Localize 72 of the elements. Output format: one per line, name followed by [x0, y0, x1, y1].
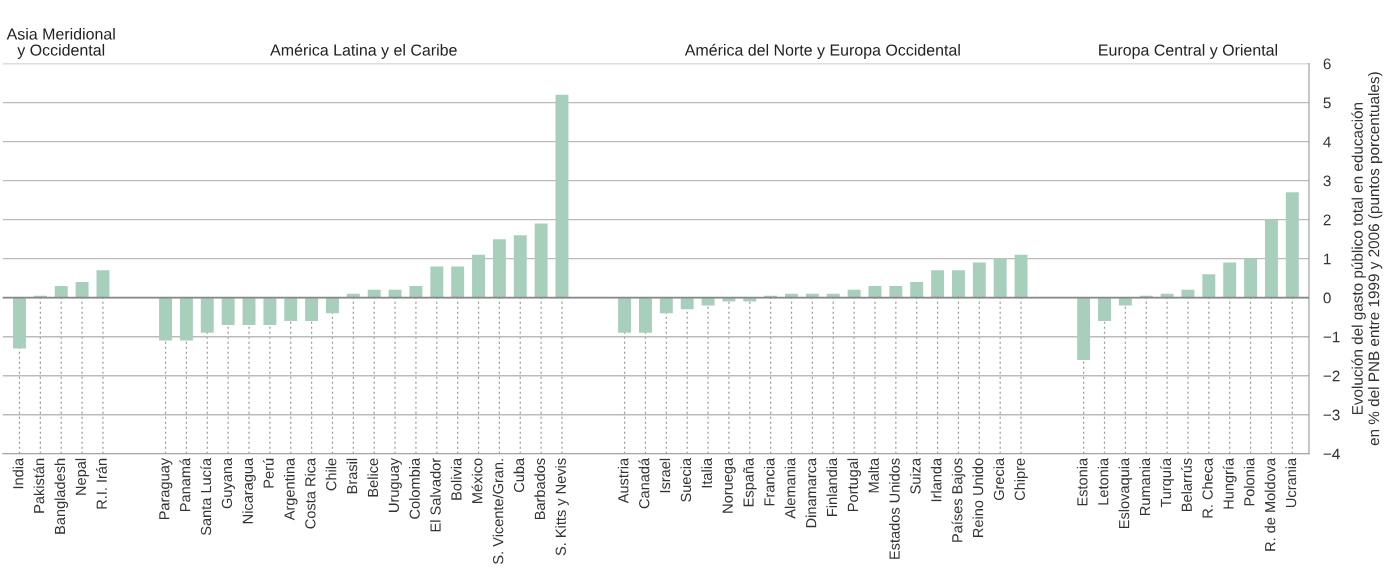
x-tick-label: Cuba	[513, 457, 525, 493]
x-tick-label: Estados Unidos	[889, 458, 900, 559]
x-tick-label: Finlandia	[826, 457, 838, 516]
y-tick-label: −3	[1323, 409, 1340, 421]
x-tick-label: Nepal	[75, 458, 89, 495]
y-tick-label: 2	[1323, 214, 1331, 226]
x-tick-label: Francia	[763, 457, 775, 506]
text: Asia Meridional y Occidental	[6, 27, 115, 59]
x-tick-label: Grecia	[993, 457, 1005, 501]
x-tick-label: Costa Rica	[304, 457, 316, 529]
x-tick-label: Nicaragua	[242, 457, 256, 524]
x-tick-label: El Salvador	[430, 458, 441, 532]
x-tick-label: Suecia	[680, 457, 692, 502]
y-tick-label: 1	[1324, 253, 1331, 265]
y-tick-label: 3	[1323, 175, 1331, 187]
x-tick-label: España	[743, 457, 757, 507]
x-tick-label: Belice	[367, 458, 379, 497]
x-tick-label: Rumania	[1139, 457, 1151, 516]
y-tick-label: −2	[1323, 370, 1340, 382]
y-tick-label: 0	[1323, 292, 1331, 304]
x-tick-label: Paraguay	[159, 457, 173, 520]
x-tick-label: Belarrús	[1181, 458, 1192, 511]
text: América Latina y el Caribe	[270, 43, 457, 59]
x-tick-label: Estonia	[1076, 457, 1088, 506]
y-tick-label: 4	[1323, 136, 1331, 148]
x-tick-label: Reino Unido	[972, 458, 984, 537]
x-tick-label: S. Kitts y Nevis	[555, 458, 569, 556]
x-tick-label: Chile	[325, 458, 337, 491]
x-tick-label: Pakistán	[33, 458, 45, 513]
x-tick-label: Bangladesh	[54, 458, 69, 534]
x-tick-label: R.I. Irán	[95, 458, 107, 509]
x-tick-label: Portugal	[847, 458, 861, 512]
y-tick-label: −4	[1323, 448, 1340, 460]
x-tick-label: Polonia	[1243, 457, 1255, 506]
x-tick-label: Perú	[262, 458, 274, 488]
x-tick-label: Chipre	[1014, 458, 1028, 501]
y-tick-label: −1	[1323, 331, 1340, 343]
x-tick-label: Santa Lucía	[200, 457, 212, 536]
x-tick-label: R. de Moldova	[1264, 457, 1276, 551]
x-tick-label: Panamá	[179, 457, 191, 512]
x-tick-label: Italia	[701, 457, 712, 488]
x-tick-label: Ucrania	[1285, 457, 1297, 508]
x-tick-label: Turquía	[1160, 457, 1174, 508]
x-tick-label: R. Checa	[1202, 457, 1213, 518]
y-tick-label: 6	[1323, 58, 1331, 70]
x-tick-label: Barbados	[534, 458, 546, 520]
x-tick-label: India	[12, 457, 24, 489]
x-tick-label: Uruguay	[388, 457, 402, 512]
x-tick-label: Brasil	[346, 458, 358, 494]
x-tick-label: Malta	[868, 457, 879, 493]
x-tick-label: Dinamarca	[805, 457, 817, 528]
text: Europa Central y Oriental	[1099, 44, 1278, 59]
y-tick-label: 5	[1323, 97, 1331, 109]
x-tick-label: Argentina	[283, 457, 298, 521]
x-tick-label: Letonia	[1097, 457, 1109, 505]
x-tick-label: Colombia	[409, 457, 420, 519]
x-tick-label: Países Bajos	[951, 458, 966, 542]
x-tick-label: Israel	[659, 458, 671, 493]
x-tick-label: Noruega	[722, 457, 736, 513]
x-tick-label: Eslovaquia	[1118, 457, 1133, 529]
y-axis-title: Evolución del gasto público total en educación en % del PNB entre 1999 y 2006 (puntos porcentuales)	[1351, 72, 1383, 446]
text: América del Norte y Europa Occidental	[684, 43, 960, 59]
x-tick-label: Irlanda	[930, 457, 942, 502]
x-tick-label: Bolivia	[450, 457, 462, 500]
x-tick-label: Guyana	[221, 457, 235, 509]
x-tick-label: S. Vicente/Gran.	[492, 459, 504, 564]
x-tick-label: Canadá	[638, 457, 650, 509]
x-tick-label: Suiza	[909, 457, 921, 494]
x-tick-label: México	[471, 458, 483, 503]
x-tick-label: Austria	[617, 457, 629, 504]
x-tick-label: Alemania	[784, 457, 796, 519]
x-tick-label: Hungría	[1222, 457, 1237, 509]
